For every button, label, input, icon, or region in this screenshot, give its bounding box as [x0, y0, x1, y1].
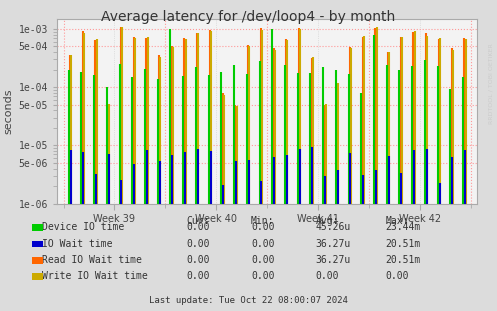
Text: Read IO Wait time: Read IO Wait time	[42, 255, 142, 265]
Text: Avg:: Avg:	[316, 216, 339, 226]
Text: Min:: Min:	[251, 216, 274, 226]
Text: 0.00: 0.00	[385, 271, 409, 281]
Text: 0.00: 0.00	[251, 222, 274, 232]
Text: 36.27u: 36.27u	[316, 255, 351, 265]
Y-axis label: seconds: seconds	[3, 88, 13, 134]
Text: Max:: Max:	[385, 216, 409, 226]
Text: Device IO time: Device IO time	[42, 222, 124, 232]
Text: IO Wait time: IO Wait time	[42, 239, 113, 248]
Text: 20.51m: 20.51m	[385, 239, 420, 248]
Text: 36.27u: 36.27u	[316, 239, 351, 248]
Text: 0.00: 0.00	[186, 255, 210, 265]
Text: 20.51m: 20.51m	[385, 255, 420, 265]
Text: 0.00: 0.00	[251, 239, 274, 248]
Text: Cur:: Cur:	[186, 216, 210, 226]
Text: Average latency for /dev/loop4 - by month: Average latency for /dev/loop4 - by mont…	[101, 10, 396, 24]
Text: 45.26u: 45.26u	[316, 222, 351, 232]
Text: 0.00: 0.00	[251, 271, 274, 281]
Text: 0.00: 0.00	[316, 271, 339, 281]
Text: Write IO Wait time: Write IO Wait time	[42, 271, 148, 281]
Text: 0.00: 0.00	[186, 239, 210, 248]
Text: 0.00: 0.00	[186, 222, 210, 232]
Text: 23.44m: 23.44m	[385, 222, 420, 232]
Text: 0.00: 0.00	[251, 255, 274, 265]
Text: Last update: Tue Oct 22 08:00:07 2024: Last update: Tue Oct 22 08:00:07 2024	[149, 296, 348, 305]
Text: RRDTOOL / TOBI OETIKER: RRDTOOL / TOBI OETIKER	[489, 44, 494, 124]
Text: 0.00: 0.00	[186, 271, 210, 281]
